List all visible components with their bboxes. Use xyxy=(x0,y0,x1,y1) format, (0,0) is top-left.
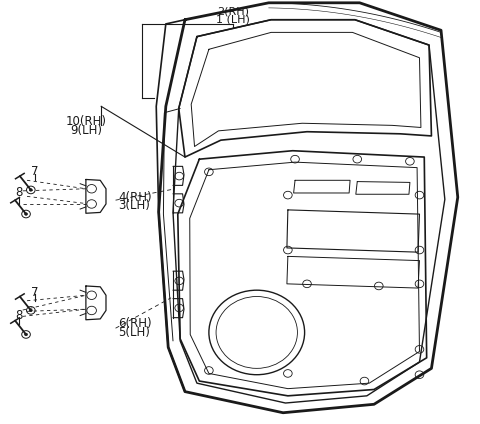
Circle shape xyxy=(29,189,32,191)
Text: 8: 8 xyxy=(15,187,23,199)
Text: 5(LH): 5(LH) xyxy=(118,326,150,339)
Text: 3(LH): 3(LH) xyxy=(118,199,150,212)
Text: 1 (LH): 1 (LH) xyxy=(216,15,250,25)
Circle shape xyxy=(24,333,27,336)
Circle shape xyxy=(29,309,32,312)
Text: 6(RH): 6(RH) xyxy=(118,318,152,330)
Text: 7: 7 xyxy=(31,286,39,299)
Text: 2(RH): 2(RH) xyxy=(217,6,249,16)
Circle shape xyxy=(24,213,27,215)
Text: 8: 8 xyxy=(15,309,23,322)
Text: 4(RH): 4(RH) xyxy=(118,191,152,204)
Text: 10(RH): 10(RH) xyxy=(65,114,106,128)
Text: 7: 7 xyxy=(31,165,39,179)
Text: 9(LH): 9(LH) xyxy=(70,124,102,137)
